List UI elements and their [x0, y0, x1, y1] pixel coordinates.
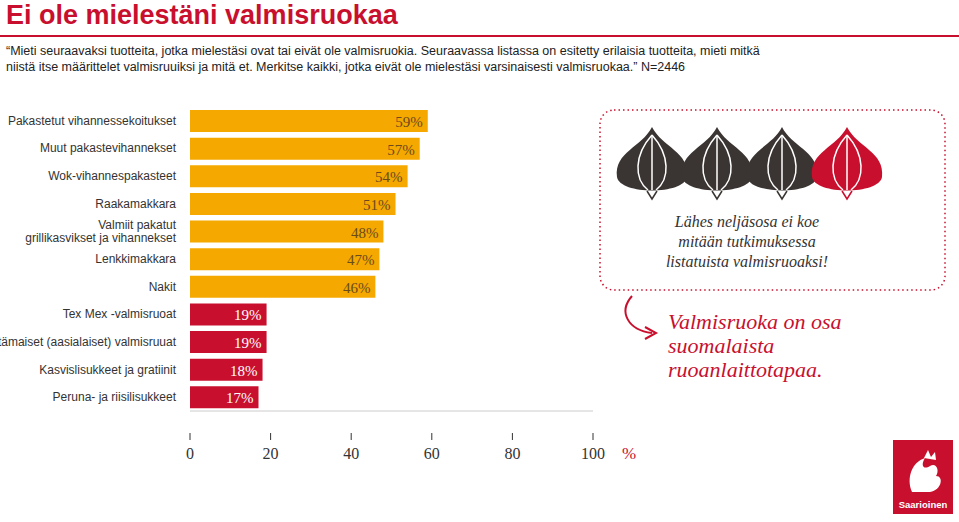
- svg-text:0: 0: [186, 445, 194, 462]
- svg-text:46%: 46%: [343, 280, 371, 296]
- svg-text:60: 60: [424, 445, 440, 462]
- svg-text:Wok-vihannespakasteet: Wok-vihannespakasteet: [48, 169, 177, 183]
- svg-text:54%: 54%: [375, 169, 403, 185]
- svg-text:19%: 19%: [234, 335, 262, 351]
- svg-text:59%: 59%: [395, 114, 423, 130]
- svg-text:Valmiit pakatutgrillikasvikset: Valmiit pakatutgrillikasvikset ja vihann…: [25, 218, 176, 245]
- svg-text:Tex Mex -valmisruoat: Tex Mex -valmisruoat: [63, 307, 177, 321]
- svg-text:19%: 19%: [234, 307, 262, 323]
- svg-text:Muut pakastevihannekset: Muut pakastevihannekset: [40, 141, 177, 155]
- svg-text:51%: 51%: [363, 197, 391, 213]
- html-text:Ei ole mielestäni valmisruokaa: Ei ole mielestäni valmisruokaa: [6, 0, 398, 30]
- svg-text:Saarioinen: Saarioinen: [899, 499, 948, 510]
- svg-text:Itämaiset (aasialaiset) valmis: Itämaiset (aasialaiset) valmisruuat: [8, 335, 177, 349]
- svg-text:40: 40: [343, 445, 359, 462]
- svg-text:%: %: [622, 444, 636, 463]
- svg-text:Peruna- ja riisilisukkeet: Peruna- ja riisilisukkeet: [53, 390, 177, 404]
- html-text:Lähes neljäsosa ei koe mitään: Lähes neljäsosa ei koe mitään tutkimukse…: [665, 213, 829, 270]
- svg-text:18%: 18%: [230, 363, 258, 379]
- svg-text:47%: 47%: [347, 252, 375, 268]
- svg-text:100: 100: [581, 445, 605, 462]
- svg-text:Nakit: Nakit: [149, 280, 177, 294]
- svg-text:80: 80: [504, 445, 520, 462]
- svg-text:Lenkkimakkara: Lenkkimakkara: [95, 252, 176, 266]
- svg-text:17%: 17%: [226, 390, 254, 406]
- html-text:“Mieti seuraavaksi tuotteita,: “Mieti seuraavaksi tuotteita, jotka miel…: [6, 44, 760, 74]
- svg-text:Raakamakkara: Raakamakkara: [95, 197, 176, 211]
- svg-text:Pakastetut vihannessekoitukset: Pakastetut vihannessekoitukset: [8, 114, 177, 128]
- svg-text:20: 20: [263, 445, 279, 462]
- svg-text:Kasvislisukkeet ja gratiinit: Kasvislisukkeet ja gratiinit: [39, 363, 176, 377]
- svg-text:48%: 48%: [351, 225, 379, 241]
- html-text:Valmisruoka on osa suomalaista: Valmisruoka on osa suomalaista ruoanlait…: [668, 309, 842, 382]
- svg-text:57%: 57%: [387, 142, 415, 158]
